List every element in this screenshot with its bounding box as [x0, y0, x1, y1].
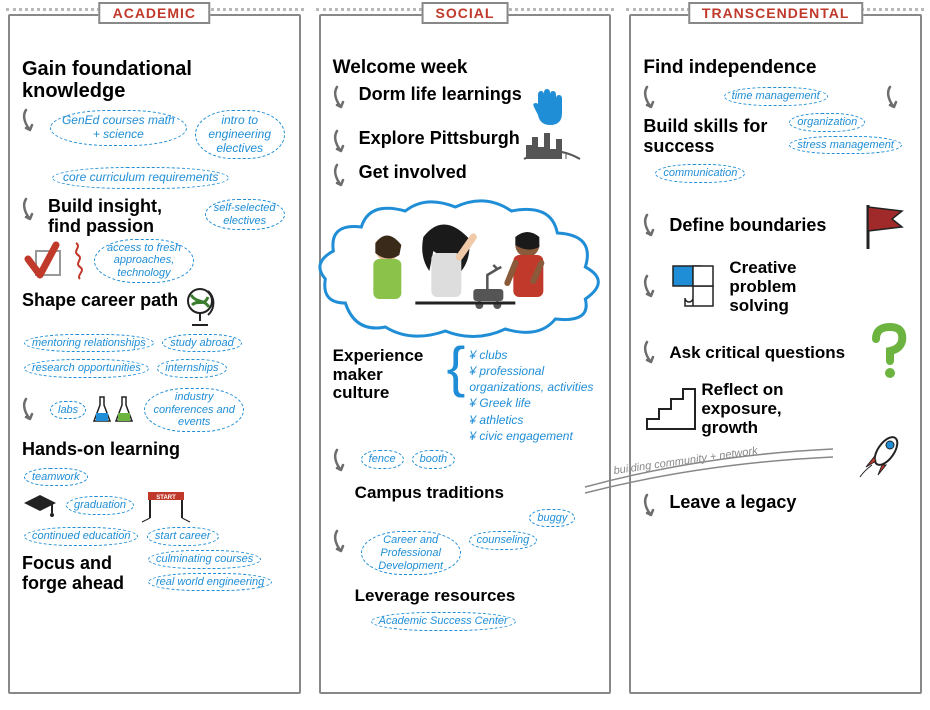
hand-icon [526, 85, 570, 129]
heading-leverage: Leverage resources [355, 587, 598, 606]
column-label-social: SOCIAL [422, 2, 509, 24]
bubble: graduation [66, 496, 134, 515]
column-transcendental: TRANSCENDENTAL Find independence time ma… [629, 14, 922, 694]
heading-forge: Focus and forge ahead [22, 554, 142, 594]
column-academic: ACADEMIC Gain foundational knowledge Gen… [8, 14, 301, 694]
heading-skills: Build skills for success [643, 117, 783, 157]
heading-welcome: Welcome week [333, 58, 598, 79]
bubble: GenEd courses math + science [50, 110, 187, 146]
arrow-down-icon [643, 213, 665, 239]
bubble: self-selected electives [205, 199, 285, 230]
bubble: real world engineering [148, 573, 272, 592]
arrow-down-icon [333, 129, 355, 155]
bubble: communication [655, 164, 745, 183]
checkmark-icon [22, 239, 66, 283]
heading-career: Shape career path [22, 291, 178, 311]
bubble: study abroad [162, 334, 242, 353]
arrow-down-icon [886, 85, 908, 111]
svg-text:START: START [156, 495, 176, 501]
bubble: intro to engineering electives [195, 110, 285, 159]
arrow-down-icon [22, 108, 44, 134]
start-gate-icon: START [142, 488, 190, 522]
heading-boundaries: Define boundaries [669, 216, 826, 236]
puzzle-icon [669, 262, 725, 312]
heading-maker: Experience maker culture [333, 347, 443, 403]
bubble: mentoring relationships [24, 334, 154, 353]
arrow-down-icon [333, 529, 355, 555]
heading-pittsburgh: Explore Pittsburgh [359, 129, 520, 149]
heading-insight: Build insight, find passion [48, 197, 199, 237]
bubble: buggy [529, 509, 575, 528]
bubble: stress management [789, 136, 902, 155]
bubble: Career and Professional Development [361, 531, 461, 575]
flag-icon [858, 199, 908, 253]
bubble: booth [412, 450, 456, 469]
heading-dorm: Dorm life learnings [359, 85, 522, 105]
bubble: fence [361, 450, 404, 469]
arrow-down-icon [333, 163, 355, 189]
heading-questions: Ask critical questions [669, 344, 845, 363]
arrow-down-icon [643, 274, 665, 300]
maker-list: ¥ clubs ¥ professional organizations, ac… [469, 347, 597, 444]
arrow-down-icon [643, 340, 665, 366]
bubble: organization [789, 113, 865, 132]
heading-traditions: Campus traditions [355, 484, 598, 503]
arrow-down-icon [643, 85, 665, 111]
bubble: Academic Success Center [371, 612, 516, 631]
people-cloud-illustration [315, 193, 616, 343]
bubble: continued education [24, 527, 138, 546]
bubble: time management [724, 87, 828, 106]
bubble: teamwork [24, 468, 88, 487]
stairs-icon [643, 385, 697, 433]
heading-creative: Creative problem solving [729, 259, 849, 315]
skyline-icon [524, 129, 582, 163]
bubble: internships [157, 359, 226, 378]
bubble: access to fresh approaches, technology [94, 239, 194, 283]
globe-icon [182, 285, 222, 329]
column-label-transcendental: TRANSCENDENTAL [688, 2, 864, 24]
rocket-icon [856, 431, 908, 479]
column-social: SOCIAL Welcome week Dorm life learnings … [319, 14, 612, 694]
heading-foundational: Gain foundational knowledge [22, 58, 287, 102]
bubble: start career [147, 527, 219, 546]
arrow-down-icon [22, 197, 44, 223]
arrow-down-icon [333, 448, 355, 474]
bubble: industry conferences and events [144, 388, 244, 432]
heading-handson: Hands-on learning [22, 440, 287, 460]
squiggle-icon [70, 241, 88, 281]
question-icon [868, 325, 908, 381]
heading-reflect: Reflect on exposure, growth [701, 381, 831, 437]
bubble: culminating courses [148, 550, 261, 569]
arrow-down-icon [22, 397, 44, 423]
bubble: research opportunities [24, 359, 149, 378]
column-label-academic: ACADEMIC [99, 2, 210, 24]
bubble: counseling [469, 531, 538, 550]
bubble: core curriculum requirements [52, 167, 229, 189]
gradcap-icon [22, 491, 58, 519]
flasks-icon [92, 393, 138, 427]
arrow-down-icon [333, 85, 355, 111]
heading-involved: Get involved [359, 163, 467, 183]
heading-independence: Find independence [643, 58, 908, 79]
brace-icon: { [447, 347, 466, 386]
columns-wrapper: ACADEMIC Gain foundational knowledge Gen… [0, 0, 930, 702]
bubble: labs [50, 401, 86, 420]
